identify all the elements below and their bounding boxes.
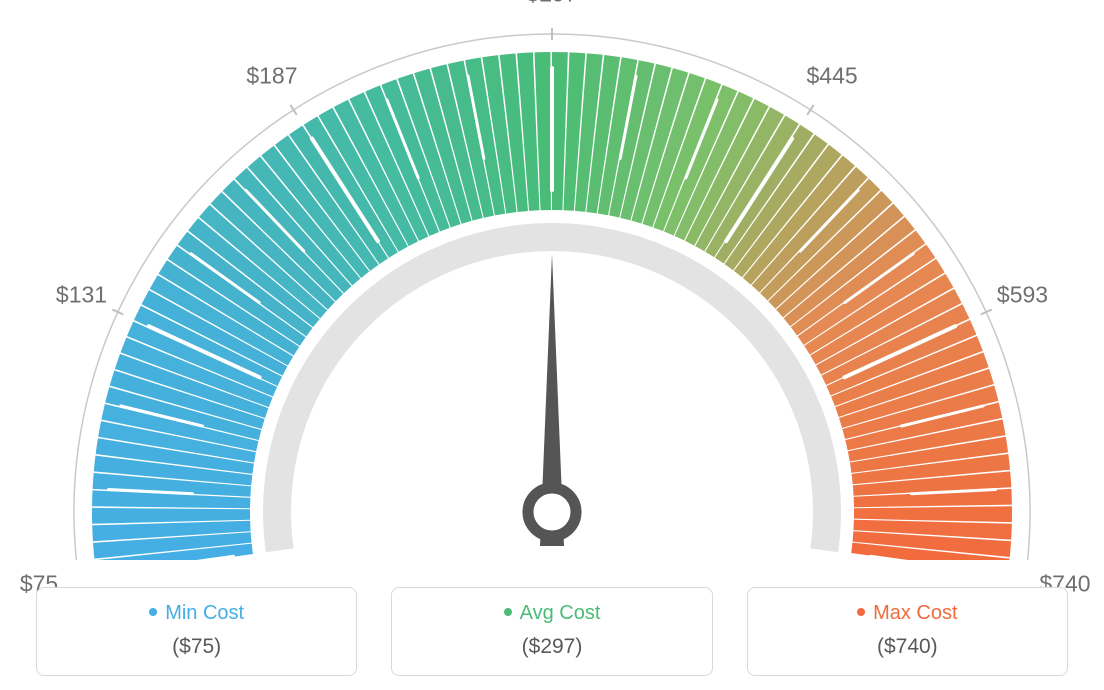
gauge-tick-label: $187	[246, 63, 297, 90]
legend-title-avg-text: Avg Cost	[520, 602, 601, 624]
legend-dot-avg	[504, 608, 512, 616]
gauge-chart: $75$131$187$297$445$593$740 Min Cost ($7…	[0, 0, 1104, 690]
gauge-tick-label: $131	[56, 282, 107, 309]
legend-title-min: Min Cost	[47, 602, 346, 625]
legend-title-min-text: Min Cost	[165, 602, 244, 624]
legend-card-avg: Avg Cost ($297)	[391, 587, 712, 676]
legend-value-max: ($740)	[758, 635, 1057, 659]
legend-value-avg: ($297)	[402, 635, 701, 659]
legend-row: Min Cost ($75) Avg Cost ($297) Max Cost …	[0, 587, 1104, 676]
legend-title-max: Max Cost	[758, 602, 1057, 625]
legend-value-min: ($75)	[47, 635, 346, 659]
legend-title-max-text: Max Cost	[873, 602, 957, 624]
gauge-tick-label: $297	[526, 0, 577, 8]
gauge-tick-label: $593	[997, 282, 1048, 309]
legend-card-min: Min Cost ($75)	[36, 587, 357, 676]
legend-dot-min	[149, 608, 157, 616]
gauge-svg	[0, 0, 1104, 560]
legend-dot-max	[857, 608, 865, 616]
gauge-tick-label: $445	[806, 63, 857, 90]
legend-title-avg: Avg Cost	[402, 602, 701, 625]
legend-card-max: Max Cost ($740)	[747, 587, 1068, 676]
